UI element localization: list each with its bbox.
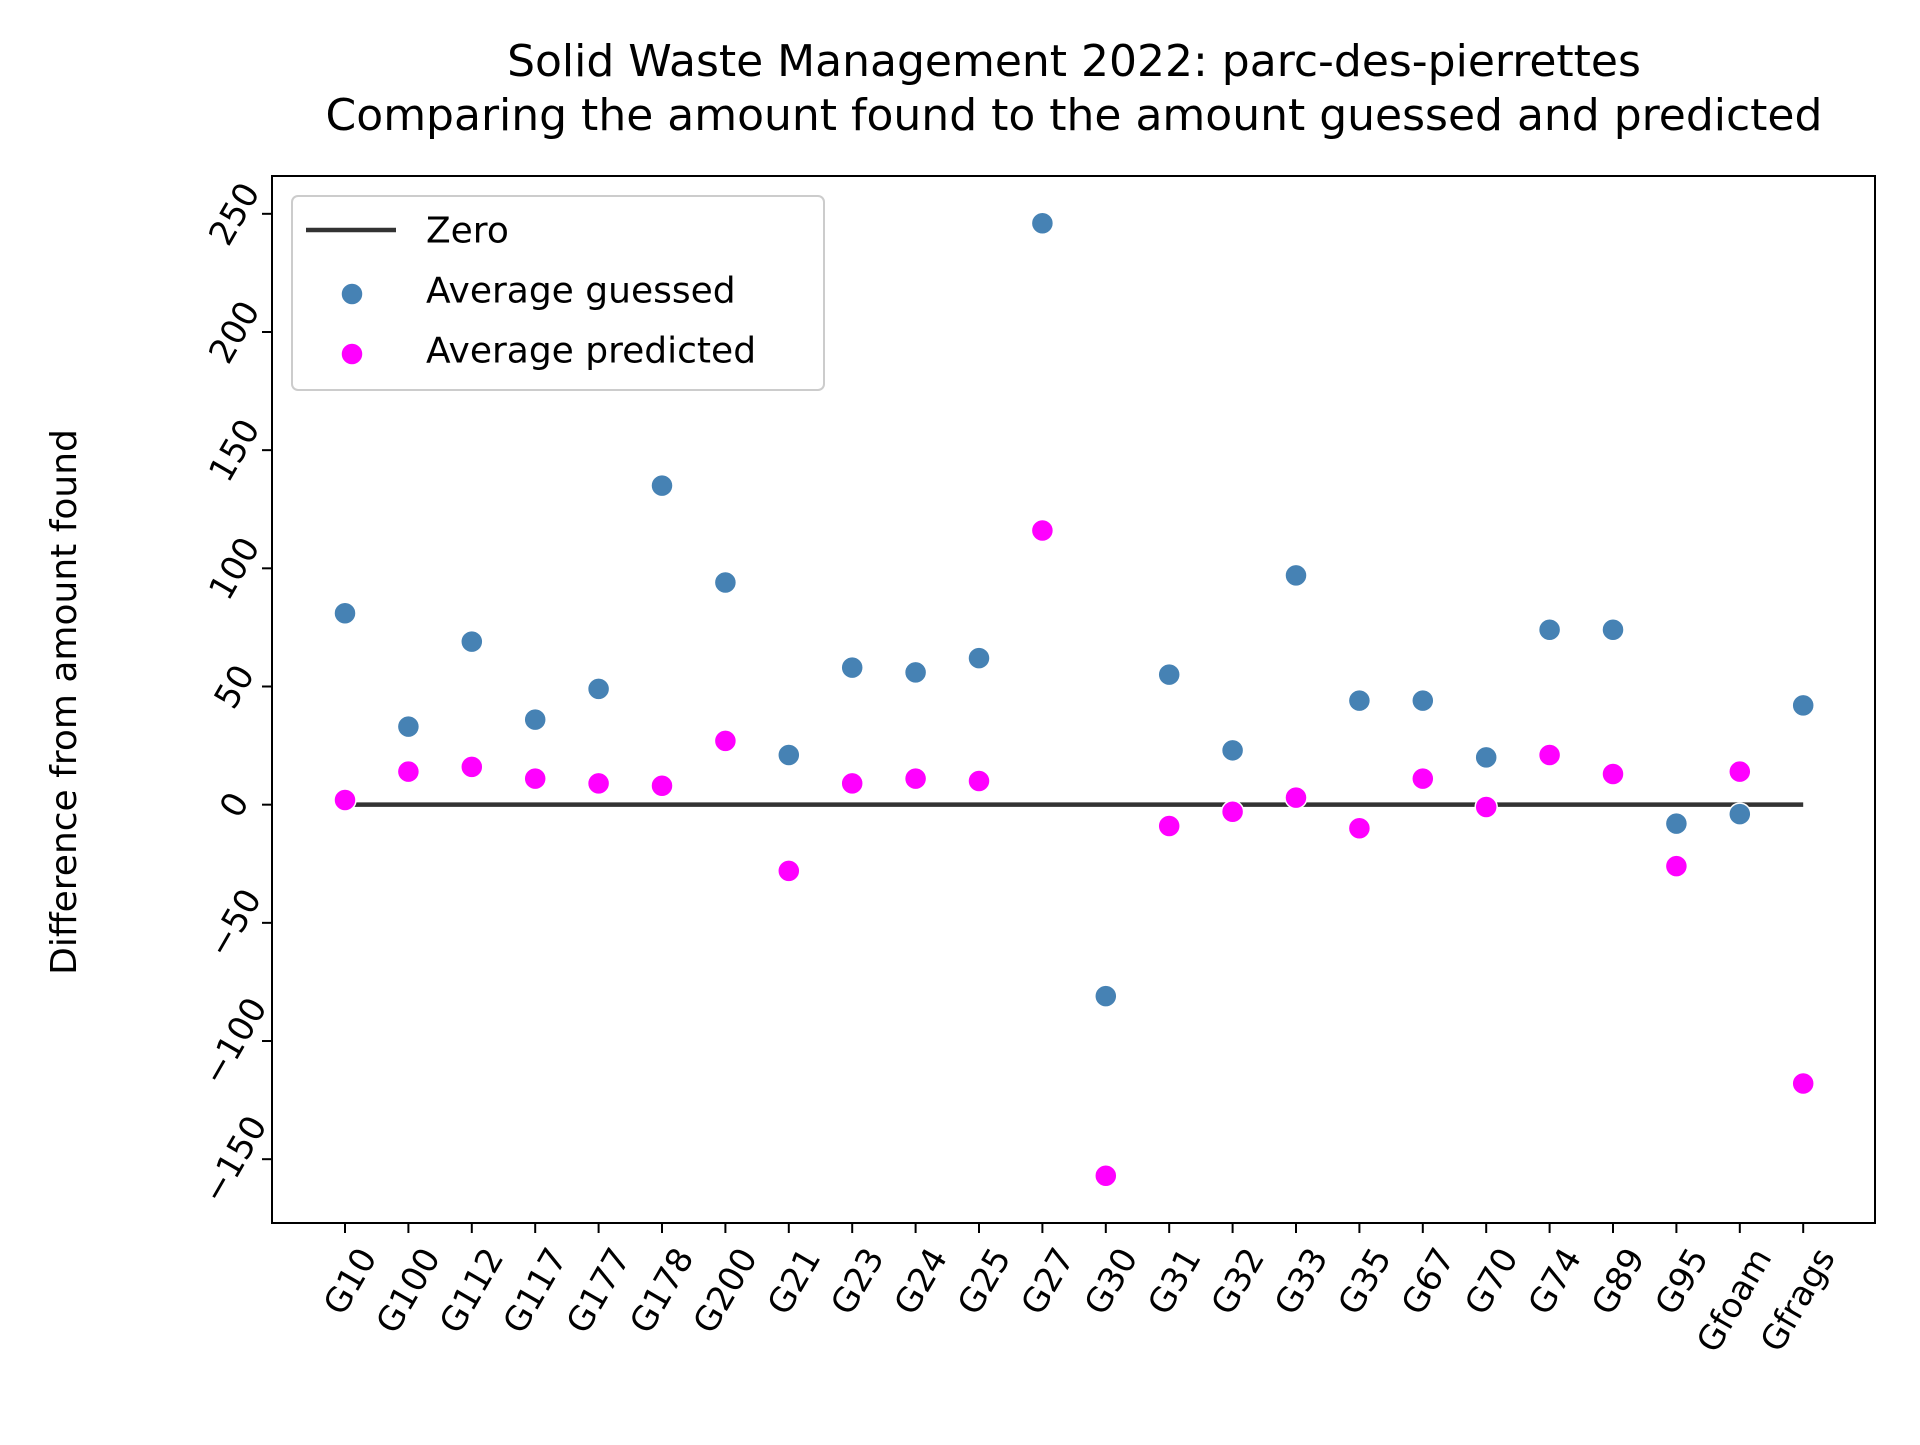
point-average-guessed-G33	[1284, 563, 1308, 588]
point-average-guessed-G27	[1030, 211, 1055, 236]
legend-label-average-guessed: Average guessed	[426, 271, 736, 312]
point-average-guessed-Gfoam	[1728, 802, 1752, 826]
point-average-predicted-G27	[1030, 518, 1055, 543]
y-tick-label: 250	[201, 176, 268, 252]
series-average-predicted	[333, 518, 1815, 1188]
x-tick-label: G70	[1457, 1241, 1526, 1321]
point-average-predicted-G23	[840, 771, 864, 796]
y-tick-label: 150	[201, 413, 268, 489]
y-tick-label: 0	[212, 786, 257, 825]
point-average-predicted-G100	[396, 759, 421, 784]
x-tick-label: G112	[432, 1241, 512, 1340]
y-tick-label: −50	[200, 882, 271, 964]
point-average-predicted-G25	[967, 769, 991, 793]
x-tick-label: G35	[1330, 1241, 1399, 1321]
legend-box	[291, 195, 825, 391]
legend-swatch-average-predicted	[340, 342, 364, 366]
point-average-predicted-G177	[586, 771, 611, 796]
x-tick-label: G21	[760, 1241, 829, 1321]
point-average-guessed-G89	[1601, 618, 1625, 642]
point-average-predicted-G112	[460, 755, 484, 779]
x-tick-label: G27	[1013, 1241, 1082, 1321]
y-tick-label: 100	[201, 531, 268, 607]
x-tick-label: G24	[887, 1241, 956, 1321]
series-average-guessed	[333, 211, 1815, 1008]
point-average-predicted-G178	[650, 774, 674, 798]
point-average-predicted-G89	[1601, 762, 1625, 786]
point-average-guessed-G74	[1537, 618, 1562, 642]
x-tick-label: G32	[1204, 1241, 1273, 1321]
point-average-predicted-G24	[903, 766, 928, 791]
point-average-guessed-G10	[333, 601, 357, 625]
point-average-guessed-G177	[586, 677, 611, 701]
point-average-guessed-G23	[840, 655, 864, 680]
x-tick-label: G177	[559, 1241, 639, 1340]
point-average-predicted-Gfrags	[1791, 1071, 1815, 1096]
y-axis-label: Difference from amount found	[44, 429, 85, 975]
point-average-predicted-G32	[1220, 800, 1245, 824]
point-average-predicted-G200	[713, 729, 738, 753]
legend-label-zero: Zero	[426, 211, 509, 252]
y-tick-label: 50	[207, 658, 263, 715]
point-average-predicted-G35	[1347, 816, 1372, 841]
x-tick-label: G100	[369, 1241, 449, 1340]
point-average-guessed-G67	[1411, 688, 1435, 713]
x-axis-ticks: G10G100G112G117G177G178G200G21G23G24G25G…	[316, 1223, 1844, 1359]
point-average-guessed-G21	[777, 743, 801, 767]
point-average-predicted-G10	[333, 788, 357, 812]
point-average-guessed-G31	[1157, 662, 1181, 687]
x-tick-label: G23	[823, 1241, 892, 1321]
point-average-predicted-G30	[1094, 1163, 1118, 1188]
x-tick-label: G117	[495, 1241, 575, 1340]
legend: Zero Average guessed Average predicted	[291, 195, 825, 391]
point-average-guessed-G100	[396, 714, 421, 739]
point-average-guessed-G200	[713, 570, 738, 595]
point-average-guessed-G24	[903, 660, 928, 685]
chart-subtitle: Comparing the amount found to the amount…	[326, 90, 1823, 141]
x-tick-label: G67	[1394, 1241, 1463, 1321]
x-tick-label: G25	[950, 1241, 1019, 1321]
point-average-guessed-G70	[1474, 745, 1498, 770]
point-average-guessed-G112	[460, 629, 484, 654]
legend-label-average-predicted: Average predicted	[426, 331, 756, 372]
point-average-guessed-G35	[1347, 688, 1372, 713]
legend-swatch-average-guessed	[340, 282, 364, 306]
point-average-guessed-G32	[1220, 738, 1245, 763]
point-average-guessed-Gfrags	[1791, 693, 1815, 718]
point-average-guessed-G30	[1094, 984, 1118, 1008]
point-average-guessed-G178	[650, 473, 674, 498]
point-average-guessed-G25	[967, 646, 991, 670]
x-tick-label: G31	[1140, 1241, 1209, 1321]
point-average-predicted-G74	[1537, 743, 1562, 767]
point-average-predicted-G33	[1284, 785, 1308, 810]
plot-marks	[333, 211, 1815, 1188]
point-average-predicted-G31	[1157, 814, 1181, 838]
point-average-predicted-G95	[1664, 854, 1689, 878]
point-average-predicted-G67	[1411, 766, 1435, 791]
chart-title: Solid Waste Management 2022: parc-des-pi…	[507, 36, 1641, 87]
x-tick-label: G30	[1077, 1241, 1146, 1321]
point-average-predicted-Gfoam	[1728, 759, 1752, 784]
x-tick-label: G33	[1267, 1241, 1336, 1321]
point-average-predicted-G21	[777, 859, 801, 883]
x-tick-label: G74	[1521, 1241, 1590, 1321]
x-tick-label: G178	[622, 1241, 702, 1340]
x-tick-label: G200	[686, 1241, 766, 1340]
point-average-guessed-G117	[523, 707, 547, 732]
point-average-predicted-G70	[1474, 795, 1498, 819]
y-tick-label: 200	[201, 294, 268, 370]
point-average-predicted-G117	[523, 766, 547, 791]
x-tick-label: G89	[1584, 1241, 1653, 1321]
plot-frame	[271, 175, 1876, 1224]
point-average-guessed-G95	[1664, 811, 1689, 836]
